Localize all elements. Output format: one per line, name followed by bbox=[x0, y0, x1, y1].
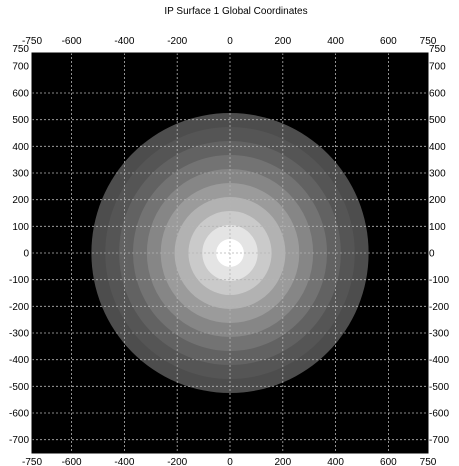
x-tick-label: -750 bbox=[22, 36, 42, 47]
y-tick-label: -700 bbox=[429, 435, 449, 446]
x-tick-labels-bottom: -750 -600 -400 -200 0 200 400 600 750 bbox=[22, 457, 437, 466]
x-tick-label: -600 bbox=[62, 36, 82, 47]
x-tick-label: -400 bbox=[114, 36, 134, 47]
y-tick-label: -100 bbox=[429, 275, 449, 286]
x-tick-label: -200 bbox=[167, 457, 187, 466]
y-tick-label: -600 bbox=[429, 409, 449, 420]
x-tick-label: 400 bbox=[327, 457, 344, 466]
x-tick-label: 0 bbox=[227, 457, 233, 466]
y-tick-label: 600 bbox=[12, 89, 29, 100]
x-tick-label: 200 bbox=[274, 457, 291, 466]
y-tick-label: -300 bbox=[429, 329, 449, 340]
y-tick-label: 0 bbox=[23, 249, 29, 260]
y-tick-labels-right: 750 700 600 500 400 300 200 100 0 -100 -200 -300 -40… bbox=[429, 44, 449, 446]
y-tick-label: -300 bbox=[9, 329, 29, 340]
y-tick-label: 700 bbox=[12, 61, 29, 72]
y-tick-label: 500 bbox=[429, 115, 446, 126]
x-tick-labels-top: -750 -600 -400 -200 0 200 400 600 750 bbox=[22, 36, 437, 47]
y-tick-label: -400 bbox=[9, 355, 29, 366]
y-tick-label: 300 bbox=[12, 169, 29, 180]
y-tick-label: -200 bbox=[429, 302, 449, 313]
x-tick-label: 200 bbox=[274, 36, 291, 47]
y-tick-label: -500 bbox=[429, 382, 449, 393]
y-tick-label: 400 bbox=[429, 142, 446, 153]
x-tick-label: 0 bbox=[227, 36, 233, 47]
x-tick-label: 750 bbox=[420, 457, 437, 466]
x-tick-label: 600 bbox=[380, 457, 397, 466]
x-tick-label: -200 bbox=[167, 36, 187, 47]
chart-title: IP Surface 1 Global Coordinates bbox=[164, 6, 307, 17]
x-tick-label: 750 bbox=[420, 36, 437, 47]
y-tick-label: -200 bbox=[9, 302, 29, 313]
y-tick-label: -500 bbox=[9, 382, 29, 393]
y-tick-labels-left: 750 700 600 500 400 300 200 100 0 -100 -200 -300 -40… bbox=[9, 44, 29, 446]
y-tick-label: 500 bbox=[12, 115, 29, 126]
x-tick-label: 600 bbox=[380, 36, 397, 47]
y-tick-label: -600 bbox=[9, 409, 29, 420]
y-tick-label: 700 bbox=[429, 61, 446, 72]
x-tick-label: 400 bbox=[327, 36, 344, 47]
y-tick-label: -100 bbox=[9, 275, 29, 286]
x-tick-label: -750 bbox=[22, 457, 42, 466]
y-tick-label: 100 bbox=[12, 222, 29, 233]
y-tick-label: -400 bbox=[429, 355, 449, 366]
y-tick-label: 600 bbox=[429, 89, 446, 100]
y-tick-label: 750 bbox=[12, 44, 29, 55]
y-tick-label: 300 bbox=[429, 169, 446, 180]
y-tick-label: 200 bbox=[429, 195, 446, 206]
y-tick-label: -700 bbox=[9, 435, 29, 446]
plot-frame bbox=[31, 52, 429, 454]
grid-lines bbox=[32, 53, 428, 453]
y-tick-label: 750 bbox=[429, 44, 446, 55]
x-tick-label: -400 bbox=[114, 457, 134, 466]
x-tick-label: -600 bbox=[62, 457, 82, 466]
y-tick-label: 100 bbox=[429, 222, 446, 233]
y-tick-label: 400 bbox=[12, 142, 29, 153]
y-tick-label: 200 bbox=[12, 195, 29, 206]
y-tick-label: 0 bbox=[429, 249, 435, 260]
